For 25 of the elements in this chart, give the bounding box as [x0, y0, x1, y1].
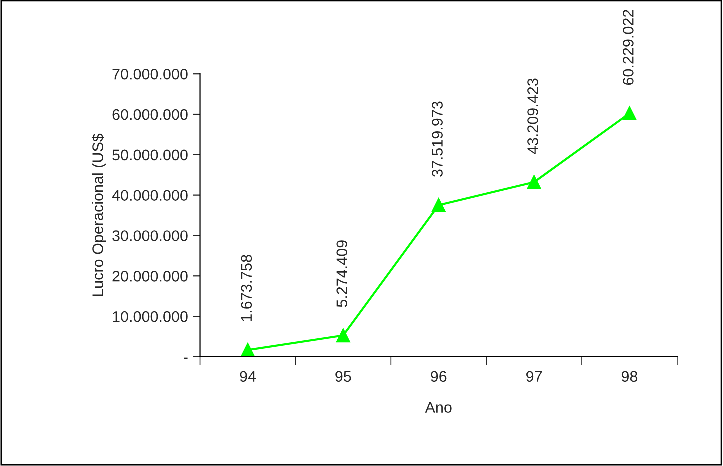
data-label: 5.274.409 — [336, 240, 348, 308]
y-tick-label: 40.000.000 — [112, 190, 188, 202]
x-tick-label: 97 — [526, 371, 542, 382]
x-axis-title: Ano — [425, 402, 452, 413]
y-tick-label: - — [184, 358, 188, 360]
y-axis-title: Lucro Operacional (US$ — [92, 134, 106, 296]
data-label: 1.673.758 — [241, 255, 252, 322]
x-tick-label: 95 — [336, 371, 352, 382]
point — [336, 328, 350, 343]
y-tick-label: 10.000.000 — [113, 311, 188, 322]
x-tick-label: 98 — [622, 371, 638, 382]
data-label: 60.229.022 — [623, 10, 634, 86]
y-tick-label: 20.000.000 — [112, 271, 188, 282]
data-label: 43.209.423 — [528, 78, 538, 154]
point — [622, 106, 637, 121]
y-tick-label: 30.000.000 — [112, 230, 188, 242]
data-label: 37.519.973 — [432, 102, 443, 177]
x-tick-label: 96 — [431, 371, 447, 382]
point — [241, 343, 255, 357]
x-tick-label: 94 — [240, 371, 256, 382]
y-tick-label: 70.000.000 — [112, 68, 188, 80]
y-tick-label: 50.000.000 — [112, 150, 188, 161]
y-tick-label: 60.000.000 — [112, 109, 188, 120]
point — [432, 198, 446, 212]
point — [527, 175, 542, 190]
